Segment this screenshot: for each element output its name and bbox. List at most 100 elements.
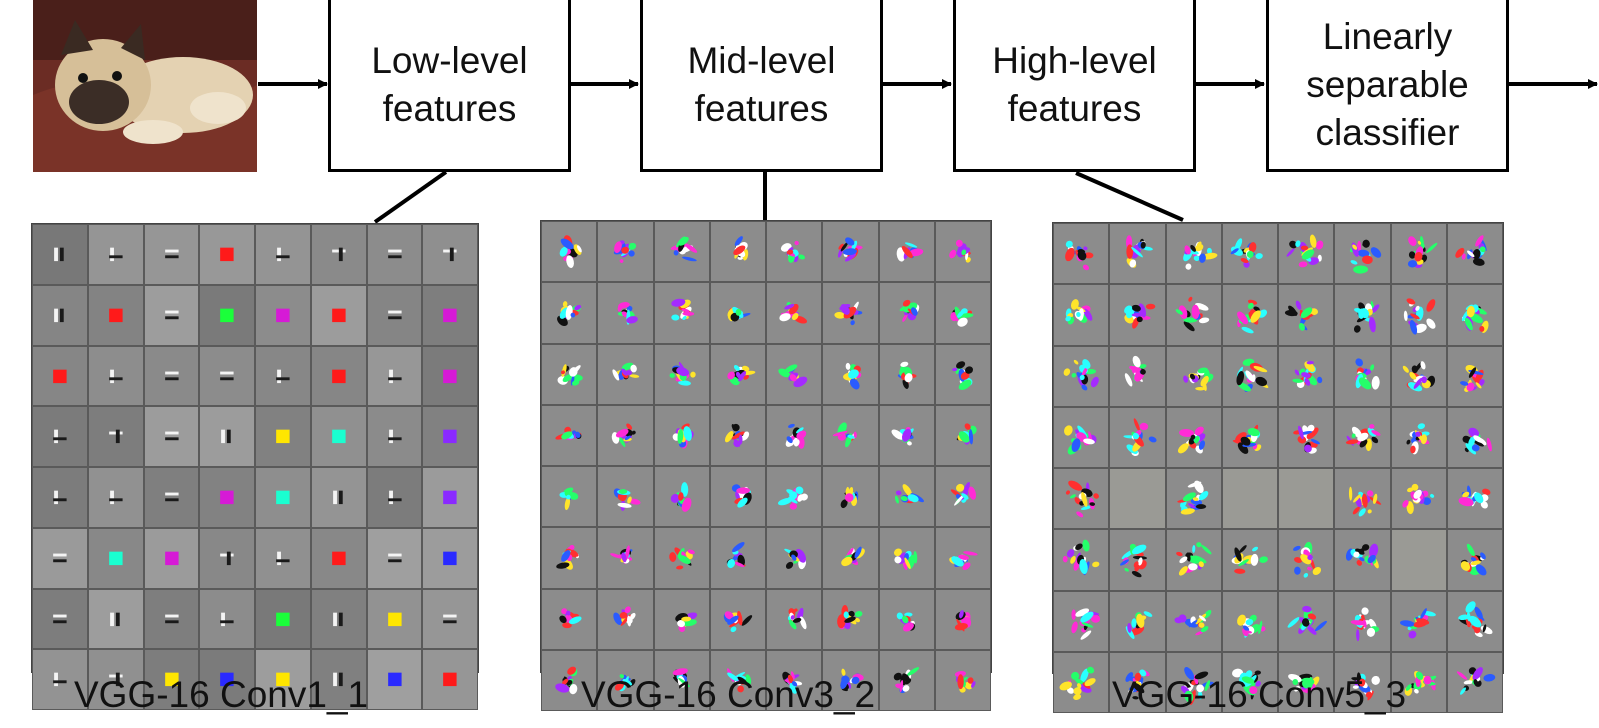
- filter-cell: [143, 284, 200, 346]
- filter-cell: [199, 406, 255, 467]
- filter-cell: [422, 224, 478, 285]
- filter-cell: [1221, 651, 1278, 713]
- filter-cell: [541, 466, 598, 528]
- filter-cell: [766, 282, 823, 344]
- filter-cell: [1446, 468, 1503, 530]
- filter-cell: [597, 466, 654, 528]
- filter-cell: [1165, 223, 1222, 285]
- filter-cell: [1390, 223, 1447, 285]
- filter-cell: [255, 649, 311, 710]
- filter-cell: [1390, 529, 1447, 591]
- filter-cell: [143, 527, 200, 589]
- filter-cell: [143, 406, 200, 467]
- filter-cell: [366, 406, 423, 467]
- filter-cell: [1446, 590, 1503, 652]
- filter-cell: [1334, 345, 1391, 407]
- filter-cell: [709, 588, 766, 650]
- filter-cell: [32, 284, 88, 346]
- filter-cell: [1221, 284, 1278, 346]
- filter-cell: [32, 527, 88, 589]
- conv1-caption: VGG-16 Conv1_1: [74, 674, 369, 715]
- filter-cell: [822, 649, 879, 711]
- filter-cell: [310, 649, 367, 710]
- filter-cell: [1446, 529, 1503, 591]
- filter-cell: [310, 527, 367, 589]
- filter-cell: [709, 404, 766, 466]
- filter-cell: [1053, 590, 1110, 652]
- filter-cell: [822, 588, 879, 650]
- filter-cell: [597, 527, 654, 589]
- filter-cell: [709, 343, 766, 405]
- filter-cell: [1278, 406, 1335, 468]
- filter-cell: [310, 224, 367, 285]
- filter-cell: [934, 282, 991, 344]
- filter-cell: [1109, 651, 1166, 713]
- filter-cell: [310, 284, 367, 346]
- filter-cell: [199, 345, 255, 407]
- filter-cell: [422, 527, 478, 589]
- filter-cell: [310, 467, 367, 528]
- filter-cell: [366, 588, 423, 650]
- filter-cell: [1109, 529, 1166, 591]
- filter-cell: [422, 649, 478, 710]
- filter-cell: [1165, 345, 1222, 407]
- filter-cell: [822, 343, 879, 405]
- filter-cell: [1446, 223, 1503, 285]
- filter-cell: [1390, 651, 1447, 713]
- filter-cell: [32, 588, 88, 650]
- filter-cell: [597, 282, 654, 344]
- filter-cell: [653, 343, 710, 405]
- filter-cell: [143, 588, 200, 650]
- filter-cell: [199, 649, 255, 710]
- filter-cell: [766, 527, 823, 589]
- filter-cell: [1053, 406, 1110, 468]
- filter-cell: [422, 467, 478, 528]
- filter-cell: [1278, 223, 1335, 285]
- filter-cell: [597, 404, 654, 466]
- input-dog-photo: [33, 0, 257, 172]
- filter-cell: [255, 224, 311, 285]
- filter-cell: [32, 467, 88, 528]
- filter-cell: [822, 282, 879, 344]
- filter-cell: [1278, 468, 1335, 530]
- filter-cell: [1390, 345, 1447, 407]
- filter-cell: [32, 649, 88, 710]
- filter-cell: [541, 282, 598, 344]
- filter-cell: [653, 466, 710, 528]
- filter-cell: [32, 345, 88, 407]
- filter-cell: [1165, 651, 1222, 713]
- filter-cell: [255, 284, 311, 346]
- filter-cell: [878, 466, 935, 528]
- filter-cell: [766, 343, 823, 405]
- filter-cell: [87, 467, 144, 528]
- filter-cell: [143, 649, 200, 710]
- filter-cell: [310, 406, 367, 467]
- filter-cell: [1109, 406, 1166, 468]
- filter-cell: [1165, 284, 1222, 346]
- filter-cell: [1278, 529, 1335, 591]
- filter-cell: [255, 467, 311, 528]
- filter-cell: [878, 343, 935, 405]
- filter-cell: [541, 221, 598, 283]
- filter-cell: [199, 284, 255, 346]
- filter-cell: [1053, 223, 1110, 285]
- filter-cell: [878, 404, 935, 466]
- filter-cell: [1390, 590, 1447, 652]
- filter-cell: [366, 284, 423, 346]
- filter-cell: [653, 649, 710, 711]
- filter-cell: [310, 588, 367, 650]
- filter-cell: [709, 649, 766, 711]
- filter-cell: [766, 404, 823, 466]
- filter-cell: [541, 527, 598, 589]
- filter-cell: [1221, 590, 1278, 652]
- filter-cell: [653, 404, 710, 466]
- filter-cell: [199, 224, 255, 285]
- filter-cell: [87, 284, 144, 346]
- filter-cell: [366, 527, 423, 589]
- filter-cell: [541, 588, 598, 650]
- filter-cell: [1109, 284, 1166, 346]
- filter-cell: [1109, 590, 1166, 652]
- filter-cell: [1390, 468, 1447, 530]
- filter-cell: [934, 343, 991, 405]
